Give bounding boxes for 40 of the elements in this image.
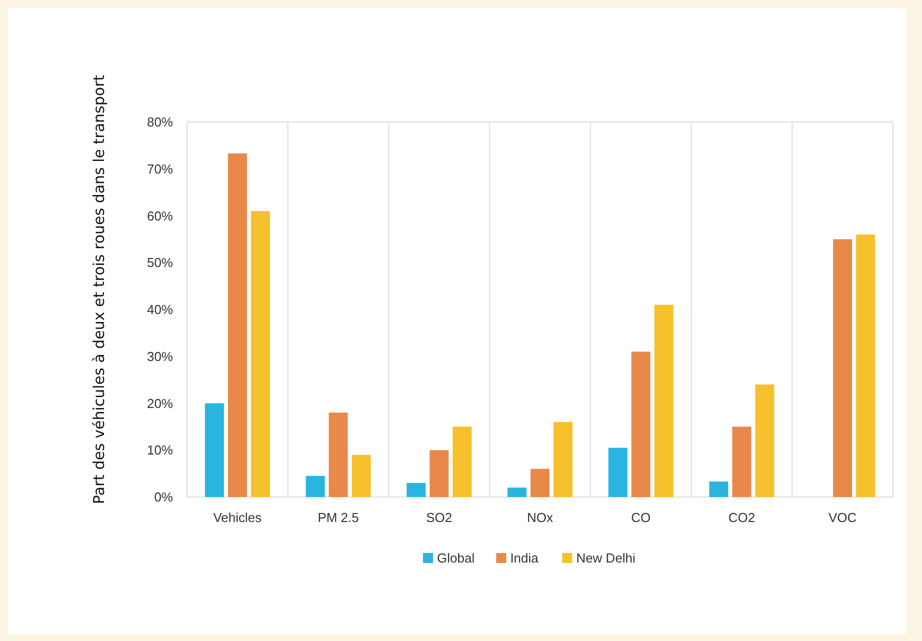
bar bbox=[732, 426, 752, 497]
bar bbox=[755, 384, 774, 497]
bar bbox=[328, 412, 348, 497]
bar bbox=[709, 482, 728, 497]
y-tick-label: 0% bbox=[154, 490, 174, 505]
legend-label: Global bbox=[437, 550, 475, 566]
bar bbox=[608, 448, 628, 497]
bar bbox=[306, 476, 325, 497]
bar bbox=[631, 352, 650, 497]
bar bbox=[250, 211, 270, 497]
bar bbox=[833, 239, 852, 497]
y-tick-label: 50% bbox=[146, 255, 174, 270]
y-tick-label: 70% bbox=[146, 161, 174, 176]
bar bbox=[204, 403, 224, 497]
x-tick-label: Vehicles bbox=[213, 510, 262, 525]
y-tick-label: 10% bbox=[146, 442, 174, 458]
bar bbox=[856, 234, 876, 497]
bar bbox=[654, 304, 674, 497]
bar bbox=[228, 153, 247, 497]
x-tick-label: PM 2.5 bbox=[318, 510, 359, 525]
x-tick-label: NOx bbox=[527, 510, 554, 525]
legend-label: India bbox=[510, 550, 540, 566]
y-axis-title: Part des véhicules à deux et trois roues dans le transport bbox=[90, 74, 108, 504]
bar bbox=[452, 426, 472, 497]
bar bbox=[554, 422, 572, 497]
x-tick-label: SO2 bbox=[426, 510, 452, 525]
x-tick-label: CO2 bbox=[728, 510, 756, 525]
bar bbox=[530, 468, 550, 497]
y-tick-label: 20% bbox=[146, 396, 174, 411]
y-tick-label: 80% bbox=[146, 114, 174, 130]
bar bbox=[430, 450, 449, 497]
x-tick-label: CO bbox=[631, 510, 651, 525]
legend-label: New Delhi bbox=[576, 550, 636, 566]
bar bbox=[352, 454, 371, 497]
bar bbox=[508, 488, 526, 497]
y-tick-label: 30% bbox=[146, 348, 174, 364]
x-tick-label: VOC bbox=[828, 510, 857, 525]
bar bbox=[406, 482, 426, 497]
y-tick-label: 60% bbox=[146, 208, 174, 224]
y-tick-label: 40% bbox=[146, 302, 174, 318]
